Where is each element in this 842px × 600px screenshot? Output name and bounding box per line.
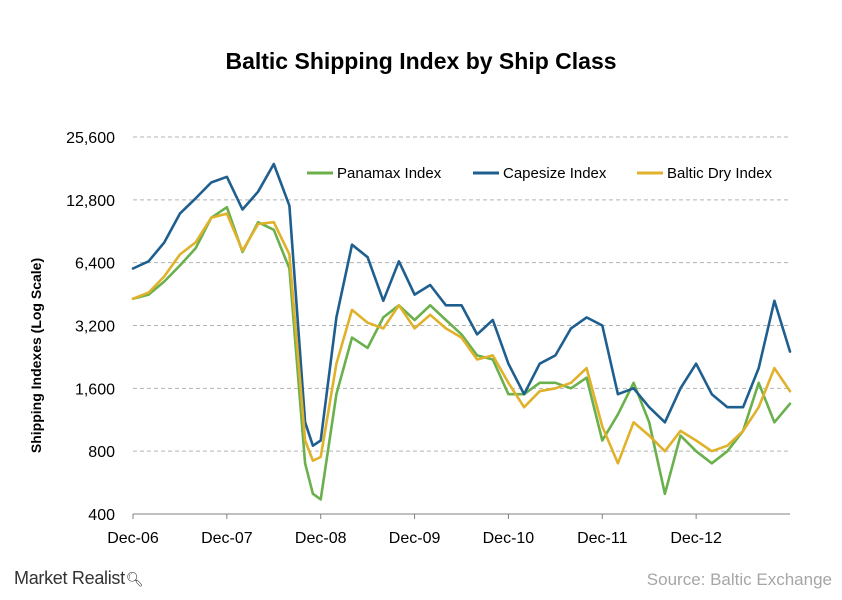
- x-tick-label: Dec-10: [483, 530, 535, 547]
- x-tick-label: Dec-06: [107, 530, 159, 547]
- brand-text: Market Realist: [14, 568, 125, 588]
- series-line-capesize-index: [131, 162, 792, 448]
- series-line-baltic-dry-index: [131, 212, 792, 465]
- series-lines: [131, 162, 792, 501]
- x-tick-label: Dec-08: [295, 530, 347, 547]
- legend: Panamax Index Capesize Index Baltic Dry In…: [307, 165, 773, 182]
- x-tick-label: Dec-11: [577, 530, 627, 547]
- brand-logo: Market Realist🔍︎: [14, 568, 144, 589]
- y-tick-label: 12,800: [66, 193, 115, 210]
- x-tick-label: Dec-09: [389, 530, 441, 547]
- y-tick-label: 25,600: [66, 130, 115, 147]
- x-axis-ticks: Dec-06 Dec-07 Dec-08 Dec-09 Dec-10 Dec-11 Dec-…: [107, 514, 722, 547]
- legend-label: Capesize Index: [503, 165, 607, 182]
- y-tick-label: 3,200: [75, 319, 115, 336]
- y-tick-label: 1,600: [75, 381, 115, 398]
- y-axis-label: Shipping Indexes (Log Scale): [28, 258, 44, 453]
- x-tick-label: Dec-12: [670, 530, 722, 547]
- source-note: Source: Baltic Exchange: [646, 570, 832, 589]
- y-tick-label: 400: [88, 507, 115, 524]
- x-tick-label: Dec-07: [201, 530, 253, 547]
- y-tick-label: 800: [88, 444, 115, 461]
- legend-label: Baltic Dry Index: [667, 165, 773, 182]
- y-axis-ticks: 400 800 1,600 3,200 6,400 12,800 25,600: [66, 130, 115, 524]
- legend-label: Panamax Index: [337, 165, 442, 182]
- series-line-panamax-index: [131, 205, 792, 501]
- y-tick-label: 6,400: [75, 256, 115, 273]
- chart-title: Baltic Shipping Index by Ship Class: [225, 48, 617, 74]
- magnifier-icon: 🔍︎: [125, 571, 144, 587]
